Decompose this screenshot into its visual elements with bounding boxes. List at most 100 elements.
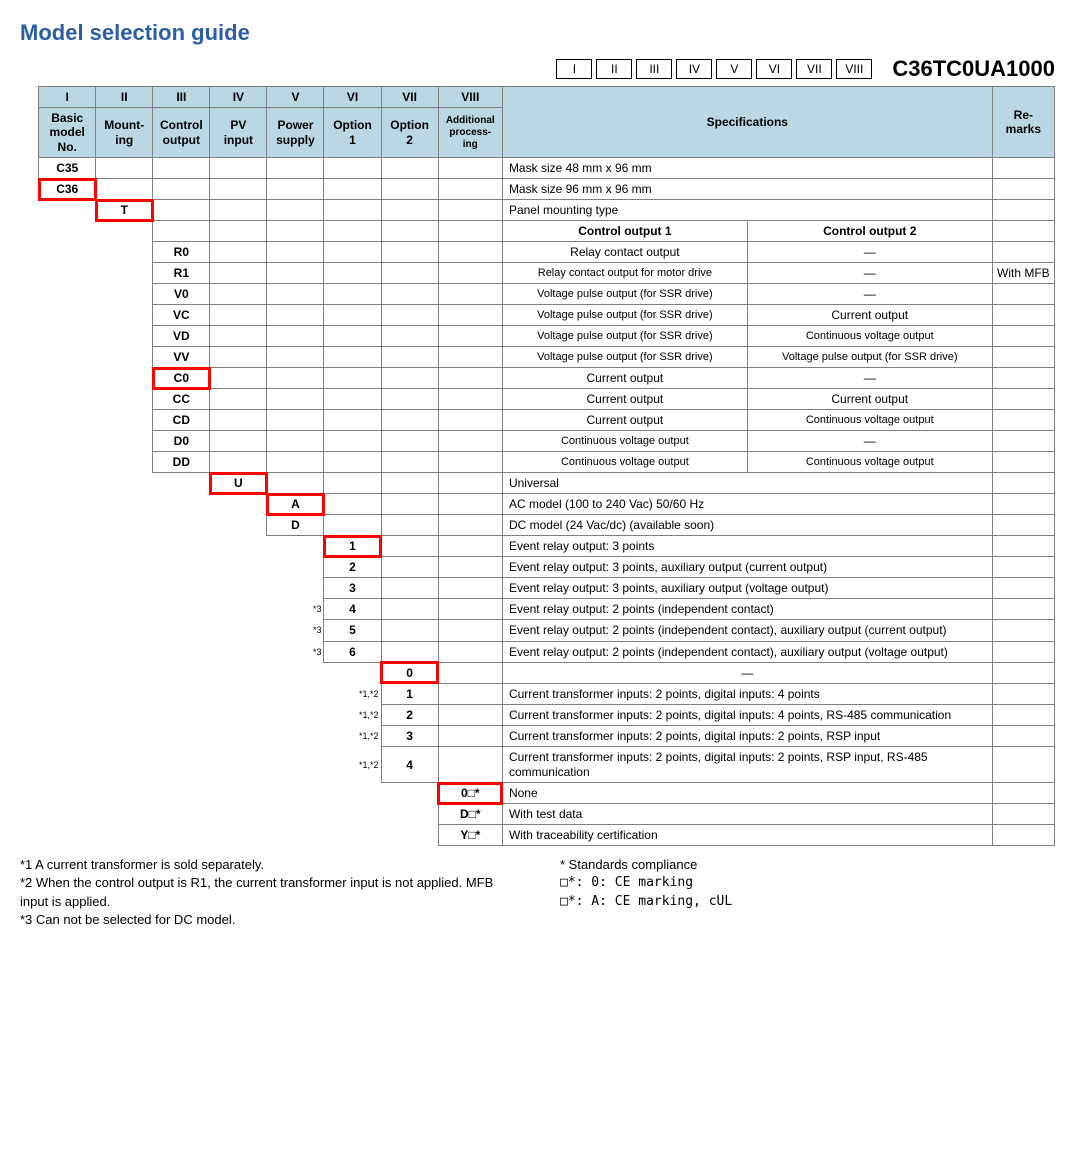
spec-o2-1: Current transformer inputs: 2 points, di… xyxy=(502,683,992,704)
hdr-VII: VII xyxy=(381,87,438,108)
s1-c0: Current output xyxy=(502,368,747,389)
spec-ap-y: With traceability certification xyxy=(502,825,992,846)
code-o2-3: 3 xyxy=(381,726,438,747)
code-r0: R0 xyxy=(153,242,210,263)
footnotes-left: *1 A current transformer is sold separat… xyxy=(20,856,500,929)
note-o1-4 xyxy=(20,599,39,620)
hdr-VIII: VIII xyxy=(438,87,502,108)
code-o1-3: 3 xyxy=(324,578,381,599)
fn-r1: * Standards compliance xyxy=(560,856,732,874)
code-cc: CC xyxy=(153,389,210,410)
hdr-IV: IV xyxy=(210,87,267,108)
selection-table: I II III IV V VI VII VIII Specifications… xyxy=(20,86,1055,846)
spec-u: Universal xyxy=(502,473,992,494)
roman-box-1: I xyxy=(556,59,592,79)
spec-o1-1: Event relay output: 3 points xyxy=(502,536,992,557)
hdr-II: II xyxy=(96,87,153,108)
code-vv: VV xyxy=(153,347,210,368)
code-o2-4: 4 xyxy=(381,747,438,783)
code-a: A xyxy=(267,494,324,515)
code-v0: V0 xyxy=(153,284,210,305)
spec-d: DC model (24 Vac/dc) (available soon) xyxy=(502,515,992,536)
sub-IV: PV input xyxy=(210,108,267,158)
s2-vc: Current output xyxy=(747,305,992,326)
sub-II: Mount-ing xyxy=(96,108,153,158)
hdr-III: III xyxy=(153,87,210,108)
hdr-spec: Specifications xyxy=(502,87,992,158)
spec-ap-d: With test data xyxy=(502,804,992,825)
s2-r1: — xyxy=(747,263,992,284)
code-cd: CD xyxy=(153,410,210,431)
sub-VIII: Additional process-ing xyxy=(438,108,502,158)
note-o2-3 xyxy=(20,726,39,747)
model-number: C36TC0UA1000 xyxy=(892,56,1055,82)
s1-cd: Current output xyxy=(502,410,747,431)
spec-o1-5: Event relay output: 2 points (independen… xyxy=(502,620,992,641)
hdr-remarks: Re-marks xyxy=(992,87,1054,158)
s2-cd: Continuous voltage output xyxy=(747,410,992,431)
spec-t: Panel mounting type xyxy=(502,200,992,221)
code-o1-6: 6 xyxy=(324,641,381,662)
spec-o1-2: Event relay output: 3 points, auxiliary … xyxy=(502,557,992,578)
sub-III: Control output xyxy=(153,108,210,158)
spec-ap-0: None xyxy=(502,783,992,804)
roman-box-3: III xyxy=(636,59,672,79)
code-o2-2: 2 xyxy=(381,704,438,725)
code-ap-d: D□* xyxy=(438,804,502,825)
s2-vv: Voltage pulse output (for SSR drive) xyxy=(747,347,992,368)
spec-o2-2: Current transformer inputs: 2 points, di… xyxy=(502,704,992,725)
code-vc: VC xyxy=(153,305,210,326)
code-t: T xyxy=(96,200,153,221)
code-ap-y: Y□* xyxy=(438,825,502,846)
spec-o1-6: Event relay output: 2 points (independen… xyxy=(502,641,992,662)
roman-box-6: VI xyxy=(756,59,792,79)
co1-hdr: Control output 1 xyxy=(502,221,747,242)
code-dd: DD xyxy=(153,452,210,473)
roman-box-7: VII xyxy=(796,59,832,79)
code-u: U xyxy=(210,473,267,494)
top-row: I II III IV V VI VII VIII C36TC0UA1000 xyxy=(20,56,1055,82)
s1-vc: Voltage pulse output (for SSR drive) xyxy=(502,305,747,326)
footnotes: *1 A current transformer is sold separat… xyxy=(20,856,1055,929)
s1-vv: Voltage pulse output (for SSR drive) xyxy=(502,347,747,368)
s1-v0: Voltage pulse output (for SSR drive) xyxy=(502,284,747,305)
page-title: Model selection guide xyxy=(20,20,1055,46)
spec-c36: Mask size 96 mm x 96 mm xyxy=(502,179,992,200)
code-ap-0: 0□* xyxy=(438,783,502,804)
code-c35: C35 xyxy=(39,158,96,179)
sub-I: Basic model No. xyxy=(39,108,96,158)
fn-3: *3 Can not be selected for DC model. xyxy=(20,911,500,929)
note-o1-5 xyxy=(20,620,39,641)
sub-VII: Option 2 xyxy=(381,108,438,158)
s1-dd: Continuous voltage output xyxy=(502,452,747,473)
s1-cc: Current output xyxy=(502,389,747,410)
note-o2-2 xyxy=(20,704,39,725)
code-r1: R1 xyxy=(153,263,210,284)
roman-box-8: VIII xyxy=(836,59,872,79)
code-d: D xyxy=(267,515,324,536)
fn-r2: □*: 0: CE marking xyxy=(560,874,732,892)
note-o2-1 xyxy=(20,683,39,704)
spec-o2-4: Current transformer inputs: 2 points, di… xyxy=(502,747,992,783)
s2-r0: — xyxy=(747,242,992,263)
spec-o2-0: — xyxy=(502,662,992,683)
spec-o2-3: Current transformer inputs: 2 points, di… xyxy=(502,726,992,747)
fn-r3: □*: A: CE marking, cUL xyxy=(560,893,732,911)
sub-VI: Option 1 xyxy=(324,108,381,158)
code-d0: D0 xyxy=(153,431,210,452)
hdr-I: I xyxy=(39,87,96,108)
code-c0: C0 xyxy=(153,368,210,389)
code-o1-4: 4 xyxy=(324,599,381,620)
code-vd: VD xyxy=(153,326,210,347)
roman-box-2: II xyxy=(596,59,632,79)
hdr-V: V xyxy=(267,87,324,108)
roman-box-4: IV xyxy=(676,59,712,79)
spec-o1-3: Event relay output: 3 points, auxiliary … xyxy=(502,578,992,599)
s2-vd: Continuous voltage output xyxy=(747,326,992,347)
rem-r1: With MFB xyxy=(992,263,1054,284)
sub-V: Power supply xyxy=(267,108,324,158)
s1-vd: Voltage pulse output (for SSR drive) xyxy=(502,326,747,347)
s2-dd: Continuous voltage output xyxy=(747,452,992,473)
footnotes-right: * Standards compliance □*: 0: CE marking… xyxy=(560,856,732,929)
s2-c0: — xyxy=(747,368,992,389)
